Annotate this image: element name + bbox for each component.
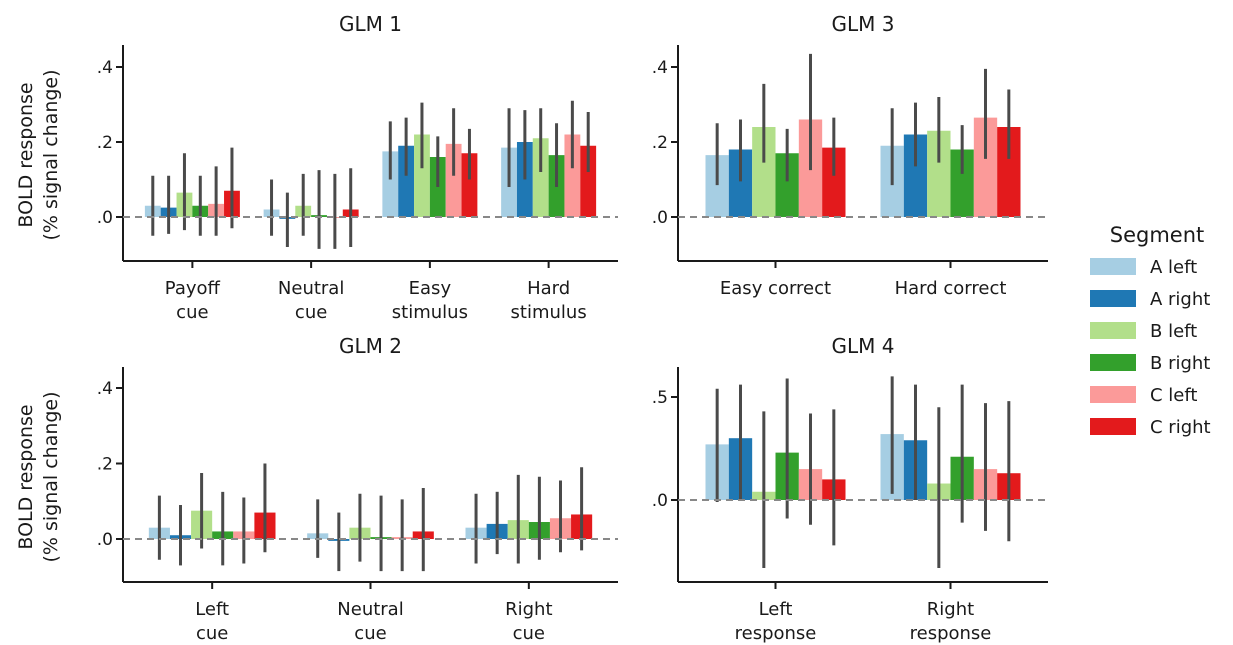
bar: [775, 153, 799, 217]
y-tick-label: .0: [97, 208, 113, 228]
legend-swatch: [1090, 354, 1136, 371]
bar: [927, 130, 951, 217]
bar: [973, 117, 998, 217]
bar: [950, 149, 974, 217]
bar: [461, 153, 478, 217]
category-label: Neutral: [337, 599, 403, 620]
legend-label: C left: [1150, 385, 1197, 406]
category-label: Easy correct: [720, 278, 831, 299]
bar: [532, 138, 549, 217]
bar: [752, 127, 776, 217]
ylabel-bottom-line2: (% signal change): [40, 391, 62, 562]
legend-label: A right: [1150, 289, 1210, 310]
category-label: stimulus: [392, 302, 468, 323]
bar: [445, 143, 462, 217]
bar: [398, 145, 415, 217]
bar: [728, 149, 753, 217]
y-tick-label: .4: [97, 379, 113, 399]
panel-title: GLM 2: [339, 334, 402, 358]
category-label: stimulus: [511, 302, 587, 323]
legend-label: B right: [1150, 353, 1210, 374]
category-label: cue: [513, 623, 545, 644]
legend-swatch: [1090, 290, 1136, 307]
y-tick-label: .0: [652, 208, 668, 228]
ylabel-bottom-line1: BOLD response: [15, 404, 37, 549]
bar: [414, 134, 430, 217]
y-tick-label: .4: [652, 58, 668, 78]
legend-label: A left: [1150, 257, 1197, 278]
y-tick-label: .2: [97, 455, 113, 475]
legend-swatch: [1090, 418, 1136, 435]
category-label: Neutral: [278, 278, 344, 299]
legend-title: Segment: [1110, 223, 1205, 247]
panel-glm4: GLM 4 .0 .5 Left response Right response: [652, 334, 1048, 644]
bar: [822, 147, 846, 217]
category-label: Right: [927, 599, 974, 620]
category-label: Hard correct: [895, 278, 1007, 299]
panel-glm1: GLM 1 .0 .2 .4 Payoff cue Neutral cue Easy stimul…: [97, 12, 618, 323]
y-tick-label: .0: [652, 491, 668, 511]
category-label: cue: [354, 623, 386, 644]
y-tick-label: .5: [652, 388, 668, 408]
panel-title: GLM 1: [339, 12, 402, 36]
category-label: Hard: [527, 278, 570, 299]
legend-label: B left: [1150, 321, 1197, 342]
legend-label: C right: [1150, 417, 1211, 438]
panel-title: GLM 4: [832, 334, 895, 358]
bar: [580, 145, 597, 217]
legend-swatch: [1090, 386, 1136, 403]
category-label: cue: [176, 302, 208, 323]
category-label: Left: [195, 599, 229, 620]
bar: [997, 127, 1021, 217]
category-label: response: [735, 623, 817, 644]
ylabel-top-line2: (% signal change): [40, 69, 62, 240]
legend: Segment A left A right B left B right C left…: [1090, 223, 1211, 438]
category-label: Left: [759, 599, 793, 620]
bar: [705, 155, 729, 217]
bar: [382, 151, 399, 217]
bar: [903, 134, 928, 217]
category-label: Easy: [409, 278, 452, 299]
panel-glm2: GLM 2 .0 .2 .4 Left cue Neutral cue Right cue: [97, 334, 618, 644]
y-tick-label: .2: [97, 133, 113, 153]
panel-glm3: GLM 3 .0 .2 .4 Easy correct Hard correct: [652, 12, 1048, 299]
category-label: Right: [505, 599, 552, 620]
category-label: cue: [295, 302, 327, 323]
y-tick-label: .2: [652, 133, 668, 153]
legend-swatch: [1090, 258, 1136, 275]
ylabel-top-line1: BOLD response: [15, 82, 37, 227]
category-label: Payoff: [165, 278, 221, 299]
panel-title: GLM 3: [832, 12, 895, 36]
bar: [564, 134, 581, 217]
legend-swatch: [1090, 322, 1136, 339]
category-label: response: [910, 623, 992, 644]
y-tick-label: .4: [97, 58, 113, 78]
category-label: cue: [196, 623, 228, 644]
y-tick-label: .0: [97, 530, 113, 550]
